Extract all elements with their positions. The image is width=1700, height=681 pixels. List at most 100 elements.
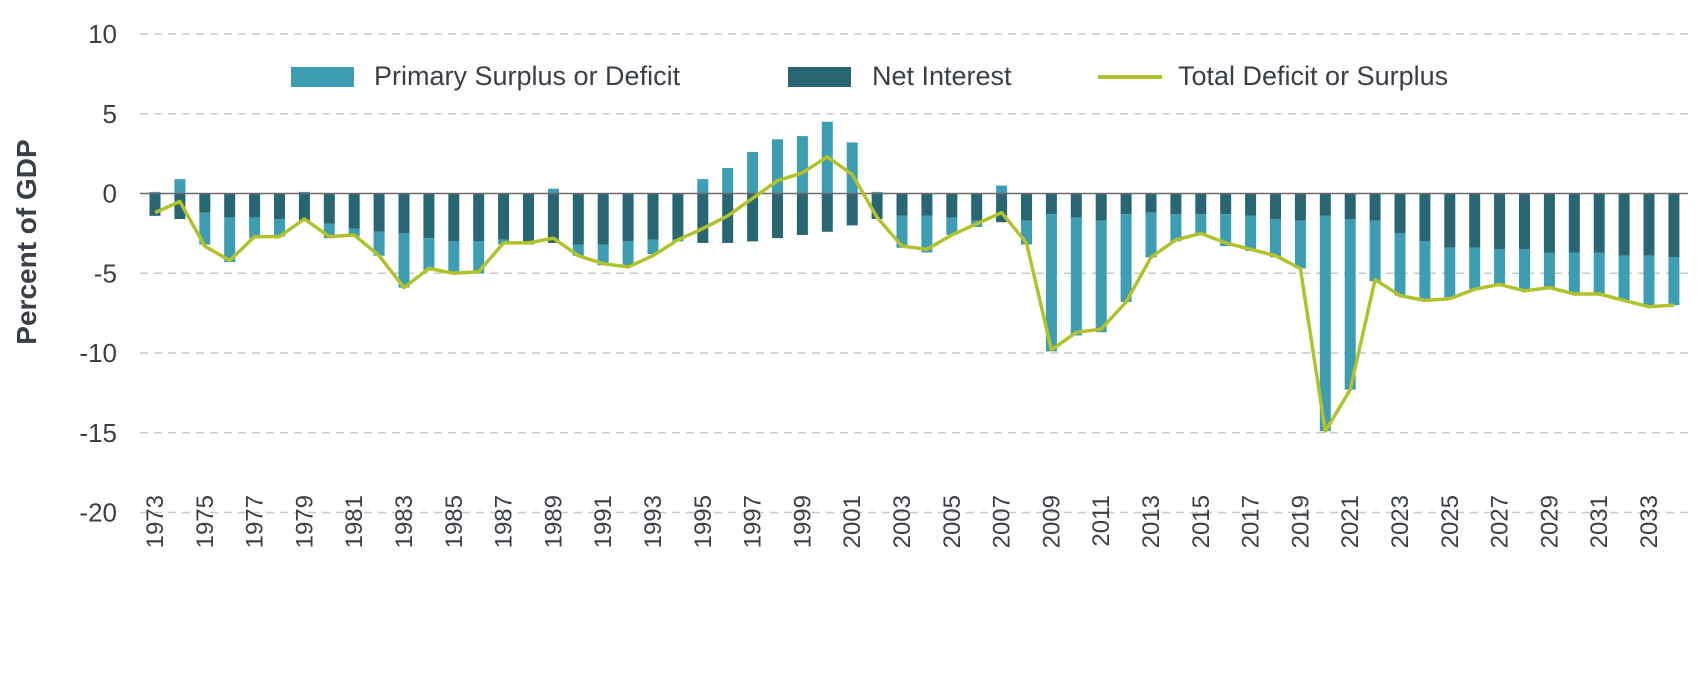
bar-primary bbox=[1668, 257, 1680, 306]
bar-net-interest bbox=[1294, 193, 1306, 221]
bar-primary bbox=[1021, 220, 1032, 245]
x-tick-label: 2021 bbox=[1337, 495, 1364, 548]
bar-net-interest bbox=[1543, 193, 1555, 253]
x-tick-label: 2033 bbox=[1636, 495, 1663, 548]
bar-primary bbox=[348, 228, 360, 237]
bar-primary bbox=[1444, 247, 1456, 299]
bar-primary bbox=[1045, 214, 1057, 352]
legend: Primary Surplus or Deficit Net Interest … bbox=[291, 61, 1448, 91]
bar-primary bbox=[1245, 215, 1257, 251]
bar-primary bbox=[697, 179, 709, 194]
bar-net-interest bbox=[1045, 193, 1057, 215]
x-tick-label: 2017 bbox=[1238, 495, 1265, 548]
bar-net-interest bbox=[871, 193, 883, 220]
bar-net-interest bbox=[1419, 193, 1431, 242]
bar-primary bbox=[448, 241, 460, 274]
bar-net-interest bbox=[373, 193, 385, 232]
bar-net-interest bbox=[1270, 193, 1281, 220]
bar-primary bbox=[622, 241, 634, 266]
total-deficit-line bbox=[154, 155, 1675, 433]
bar-primary bbox=[174, 179, 186, 194]
bar-net-interest bbox=[1120, 193, 1132, 215]
x-tick-label: 2009 bbox=[1038, 495, 1065, 548]
bar-primary bbox=[921, 215, 933, 253]
bar-primary bbox=[373, 231, 385, 256]
bar-net-interest bbox=[747, 193, 759, 242]
bar-net-interest bbox=[946, 193, 958, 218]
x-tick-label: 2007 bbox=[989, 495, 1016, 548]
bar-net-interest bbox=[1469, 193, 1481, 248]
bar-net-interest bbox=[722, 193, 734, 243]
x-tick-label: 1983 bbox=[391, 495, 418, 548]
bar-net-interest bbox=[1195, 193, 1207, 215]
x-tick-label: 2019 bbox=[1287, 495, 1314, 548]
x-tick-label: 2025 bbox=[1437, 495, 1464, 548]
bar-net-interest bbox=[1668, 193, 1680, 258]
bar-primary bbox=[1294, 220, 1306, 269]
bar-primary bbox=[1170, 214, 1182, 242]
bar-net-interest bbox=[1095, 193, 1107, 221]
bar-net-interest bbox=[846, 193, 858, 226]
bar-net-interest bbox=[647, 193, 659, 240]
legend-swatch-interest bbox=[788, 67, 851, 87]
bar-primary bbox=[547, 188, 559, 194]
bar-primary bbox=[1319, 215, 1331, 432]
x-tick-label: 1981 bbox=[341, 495, 368, 548]
bar-net-interest bbox=[1070, 193, 1082, 218]
bar-net-interest bbox=[821, 193, 833, 232]
bar-net-interest bbox=[323, 193, 335, 224]
bar-primary bbox=[647, 239, 659, 255]
x-tick-label: 1985 bbox=[441, 495, 468, 548]
bar-primary bbox=[946, 217, 958, 235]
bar-primary bbox=[249, 217, 261, 239]
y-axis-title: Percent of GDP bbox=[11, 139, 42, 344]
bar-net-interest bbox=[1170, 193, 1182, 215]
bar-net-interest bbox=[597, 193, 609, 245]
y-axis-ticks: 10 5 0 -5 -10 -15 -20 bbox=[79, 19, 117, 528]
bar-net-interest bbox=[1394, 193, 1406, 234]
x-tick-label: 2013 bbox=[1138, 495, 1165, 548]
legend-label-primary: Primary Surplus or Deficit bbox=[374, 61, 681, 91]
bar-net-interest bbox=[473, 193, 485, 242]
bar-primary bbox=[274, 219, 285, 237]
x-tick-label: 2005 bbox=[939, 495, 966, 548]
bar-net-interest bbox=[971, 193, 983, 221]
bar-net-interest bbox=[547, 193, 559, 243]
bar-net-interest bbox=[274, 193, 285, 220]
bar-net-interest bbox=[1494, 193, 1506, 250]
bar-net-interest bbox=[1444, 193, 1456, 248]
x-tick-label: 1995 bbox=[690, 495, 717, 548]
x-tick-label: 1989 bbox=[540, 495, 567, 548]
bar-net-interest bbox=[298, 193, 310, 221]
bar-net-interest bbox=[398, 193, 410, 234]
bar-net-interest bbox=[1145, 193, 1157, 213]
bar-net-interest bbox=[448, 193, 460, 242]
bar-primary bbox=[1394, 233, 1406, 296]
bar-primary bbox=[149, 191, 161, 194]
bar-net-interest bbox=[174, 193, 186, 220]
bar-primary bbox=[1494, 249, 1506, 285]
bar-net-interest bbox=[1568, 193, 1580, 253]
x-tick-label: 2027 bbox=[1487, 495, 1514, 548]
bar-primary bbox=[323, 223, 335, 239]
bar-net-interest bbox=[622, 193, 634, 242]
bar-primary bbox=[1568, 252, 1580, 294]
bar-net-interest bbox=[1593, 193, 1605, 253]
bar-primary bbox=[597, 244, 609, 266]
bar-net-interest bbox=[498, 193, 510, 240]
y-tick-label: -15 bbox=[79, 418, 117, 448]
bar-net-interest bbox=[772, 193, 783, 239]
bar-net-interest bbox=[199, 193, 211, 213]
bar-primary bbox=[772, 139, 783, 194]
bar-primary bbox=[199, 212, 211, 245]
bar-net-interest bbox=[996, 193, 1008, 223]
x-tick-label: 1977 bbox=[242, 495, 269, 548]
x-tick-label: 2003 bbox=[889, 495, 916, 548]
bar-net-interest bbox=[249, 193, 261, 218]
x-tick-label: 2015 bbox=[1188, 495, 1215, 548]
bar-net-interest bbox=[1369, 193, 1381, 221]
bar-primary bbox=[423, 238, 435, 271]
bar-primary bbox=[473, 241, 485, 274]
bar-primary bbox=[1519, 249, 1530, 291]
